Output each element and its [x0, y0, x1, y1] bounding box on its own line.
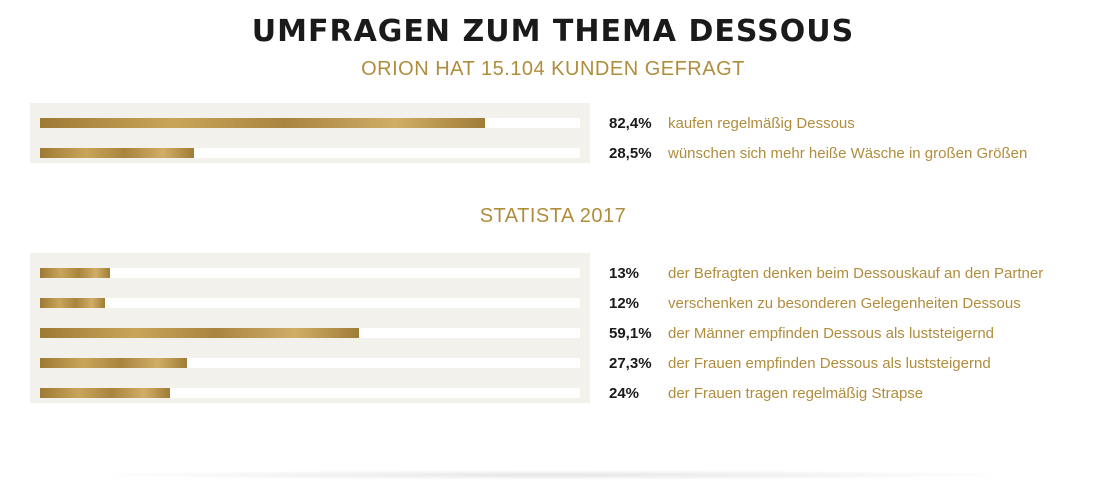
bar [40, 148, 194, 158]
page-title: UMFRAGEN ZUM THEMA DESSOUS [251, 14, 855, 49]
bar-category-label: der Befragten denken beim Dessouskauf an… [668, 265, 1044, 282]
bar-value-label: 13% [609, 265, 640, 282]
bar-track [40, 298, 580, 308]
bar-category-label: wünschen sich mehr heiße Wäsche in große… [668, 145, 1028, 162]
bottom-shadow [80, 470, 1026, 480]
section-subtitle-orion: ORION HAT 15.104 KUNDEN GEFRAGT [361, 58, 745, 80]
bar-category-label: der Frauen tragen regelmäßig Strapse [668, 385, 924, 402]
bar [40, 118, 485, 128]
bar-row: 27,3% der Frauen empfinden Dessous als lu… [0, 348, 1106, 372]
bar-row: 82,4% kaufen regelmäßig Dessous [0, 108, 1106, 132]
bar-category-label: der Männer empfinden Dessous als lustste… [668, 325, 995, 342]
bar-category-label: kaufen regelmäßig Dessous [668, 115, 855, 132]
section-subtitle-statista: STATISTA 2017 [479, 205, 627, 227]
bar-row: 24% der Frauen tragen regelmäßig Strapse [0, 378, 1106, 402]
bar-row: 59,1% der Männer empfinden Dessous als lu… [0, 318, 1106, 342]
bar [40, 298, 105, 308]
bar-track [40, 388, 580, 398]
bar-value-label: 28,5% [609, 145, 652, 162]
bar-track [40, 268, 580, 278]
bar [40, 388, 170, 398]
bar-track [40, 118, 580, 128]
bar-row: 13% der Befragten denken beim Dessouskauf… [0, 258, 1106, 282]
bar-category-label: verschenken zu besonderen Gelegenheiten … [668, 295, 1021, 312]
bar [40, 328, 360, 338]
bar-row: 28,5% wünschen sich mehr heiße Wäsche in … [0, 138, 1106, 162]
bar-value-label: 59,1% [609, 325, 652, 342]
bar-track [40, 328, 580, 338]
bar-track [40, 358, 580, 368]
bar-value-label: 82,4% [609, 115, 652, 132]
bar-value-label: 12% [609, 295, 640, 312]
bar [40, 358, 188, 368]
bar-track [40, 148, 580, 158]
bar [40, 268, 111, 278]
bar-category-label: der Frauen empfinden Dessous als lustste… [668, 355, 991, 372]
bar-row: 12% verschenken zu besonderen Gelegenheit… [0, 288, 1106, 312]
bar-value-label: 24% [609, 385, 640, 402]
bar-value-label: 27,3% [609, 355, 652, 372]
